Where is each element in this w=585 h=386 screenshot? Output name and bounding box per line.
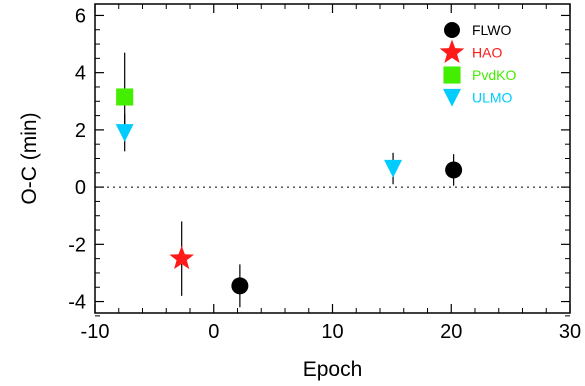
- x-tick-label: 10: [321, 321, 343, 343]
- tick-labels: -10 0 10 20 30 -4 -2 0 2 4 6: [68, 5, 581, 343]
- data-point-ulmo: [115, 124, 134, 142]
- data-point-flwo: [445, 161, 463, 179]
- legend-marker-ulmo: [443, 88, 461, 107]
- legend-label-flwo: FLWO: [472, 22, 512, 38]
- legend-marker-pvdko: [443, 66, 461, 84]
- legend-marker-flwo: [444, 22, 460, 38]
- data-point-ulmo: [384, 159, 403, 178]
- x-tick-label: 30: [559, 321, 581, 343]
- y-tick-label: 2: [75, 120, 86, 142]
- data-point-flwo: [231, 277, 249, 295]
- y-tick-label: 4: [75, 63, 86, 85]
- legend-label-pvdko: PvdKO: [472, 67, 516, 83]
- data-markers: [115, 88, 463, 295]
- legend-label-ulmo: ULMO: [472, 90, 513, 106]
- y-tick-label: -2: [68, 234, 86, 256]
- y-axis-label: O-C (min): [18, 112, 41, 204]
- x-tick-label: 0: [208, 321, 219, 343]
- axis-ticks: [94, 4, 571, 317]
- x-axis-label: Epoch: [303, 358, 363, 381]
- data-point-pvdko: [116, 88, 134, 106]
- x-tick-label: -10: [81, 321, 110, 343]
- x-tick-label: 20: [440, 321, 462, 343]
- y-tick-label: 0: [75, 177, 86, 199]
- legend-marker-hao: [439, 39, 465, 63]
- legend-label-hao: HAO: [472, 45, 502, 61]
- data-point-hao: [169, 245, 195, 270]
- y-tick-label: 6: [75, 5, 86, 27]
- error-bars: [124, 52, 455, 308]
- legend: FLWO HAO PvdKO ULMO: [439, 22, 516, 107]
- y-tick-label: -4: [68, 292, 86, 314]
